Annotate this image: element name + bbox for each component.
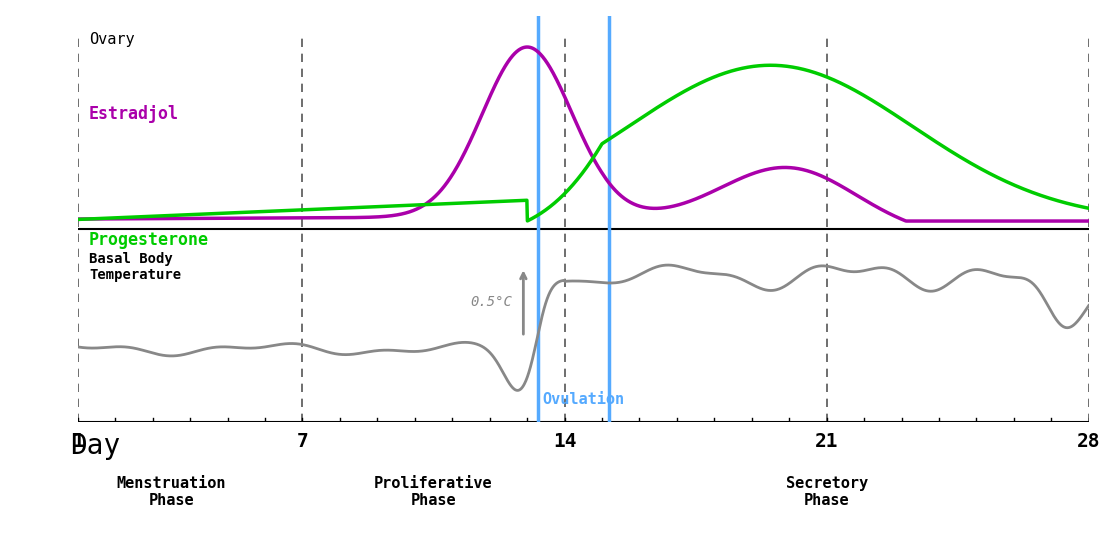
Text: 1: 1	[72, 432, 83, 451]
Text: Day: Day	[70, 432, 120, 459]
Text: 7: 7	[297, 432, 309, 451]
Text: 14: 14	[553, 432, 577, 451]
Text: Ovulation: Ovulation	[542, 392, 624, 406]
Text: Ovary: Ovary	[89, 32, 134, 47]
Text: Menstruation
Phase: Menstruation Phase	[117, 476, 227, 508]
Text: Progesterone: Progesterone	[89, 230, 209, 249]
Text: Basal Body
Temperature: Basal Body Temperature	[89, 252, 181, 282]
Text: Estradjol: Estradjol	[89, 105, 179, 123]
Text: Secretory
Phase: Secretory Phase	[785, 476, 868, 508]
Text: 21: 21	[814, 432, 839, 451]
Text: Proliferative
Phase: Proliferative Phase	[374, 476, 493, 508]
Text: 0.5°C: 0.5°C	[470, 295, 512, 309]
Text: 28: 28	[1077, 432, 1101, 451]
